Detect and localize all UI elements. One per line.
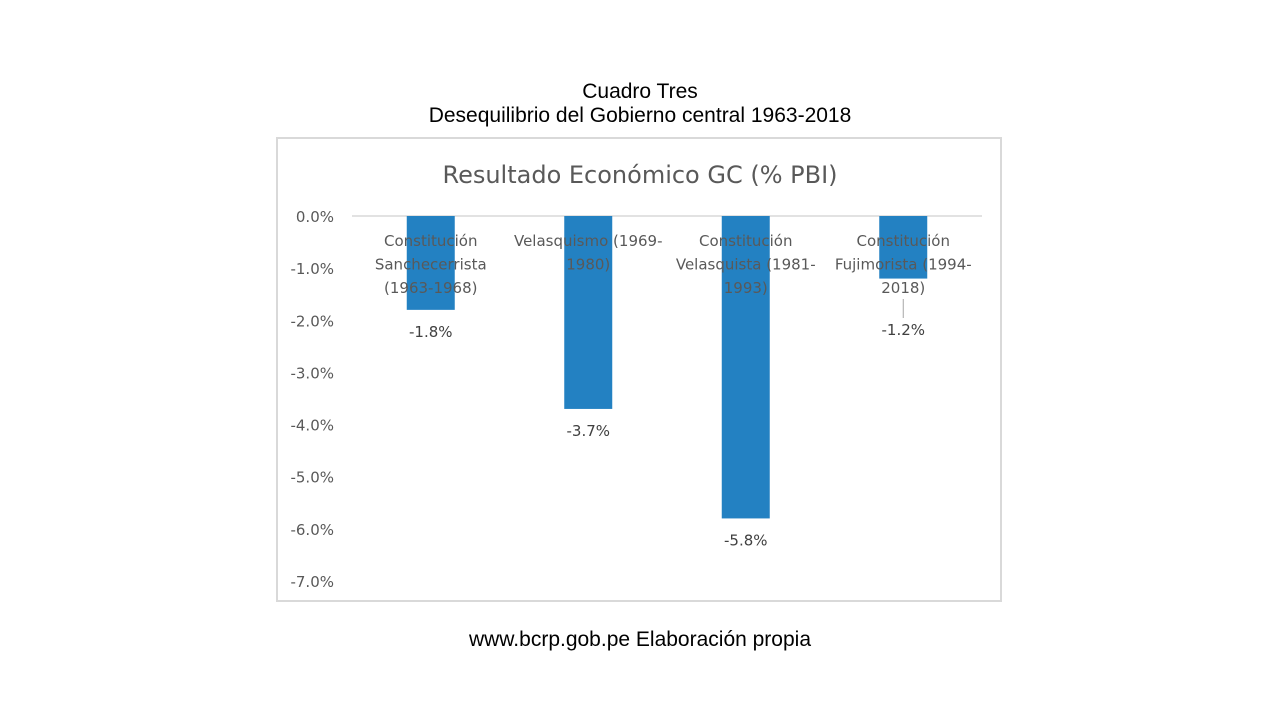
- chart-frame: Resultado Económico GC (% PBI) 0.0% -1.0%…: [276, 137, 1002, 602]
- y-tick-label: 0.0%: [296, 208, 334, 226]
- category-label-line: Velasquista (1981-: [676, 256, 816, 274]
- category-label: Constitución Velasquista (1981- 1993): [676, 232, 816, 297]
- category-label-line: 1980): [566, 256, 610, 274]
- category-labels: Constitución Sanchecerrista (1963-1968) Vel…: [375, 232, 972, 297]
- category-label-line: Constitución: [384, 232, 478, 250]
- category-label-line: 2018): [881, 279, 925, 297]
- bars: [406, 216, 928, 519]
- category-label-line: (1963-1968): [384, 279, 477, 297]
- value-label: -1.2%: [881, 321, 925, 339]
- y-tick-label: -7.0%: [290, 573, 334, 591]
- category-label-line: Sanchecerrista: [375, 256, 487, 274]
- bar: [721, 216, 770, 519]
- bar: [406, 216, 455, 310]
- category-label-line: Constitución: [856, 232, 950, 250]
- y-tick-label: -1.0%: [290, 260, 334, 278]
- footer-source: www.bcrp.gob.pe Elaboración propia: [468, 628, 812, 651]
- y-tick-label: -5.0%: [290, 469, 334, 487]
- y-tick-label: -2.0%: [290, 312, 334, 330]
- category-label-line: Fujimorista (1994-: [835, 256, 972, 274]
- bar: [564, 216, 613, 409]
- chart-title: Resultado Económico GC (% PBI): [442, 161, 837, 189]
- slide-title-line2: Desequilibrio del Gobierno central 1963-…: [428, 104, 852, 127]
- category-label-line: Velasquismo (1969-: [514, 232, 663, 250]
- value-labels: -1.8% -3.7% -5.8% -1.2%: [409, 299, 925, 549]
- bar: [879, 216, 928, 279]
- category-label: Velasquismo (1969- 1980): [514, 232, 663, 274]
- category-label-line: Constitución: [699, 232, 793, 250]
- y-tick-label: -4.0%: [290, 417, 334, 435]
- category-label-line: 1993): [724, 279, 768, 297]
- y-tick-label: -6.0%: [290, 521, 334, 539]
- slide-title: Cuadro Tres Desequilibrio del Gobierno c…: [0, 80, 1280, 128]
- category-label: Constitución Sanchecerrista (1963-1968): [375, 232, 487, 297]
- y-axis: 0.0% -1.0% -2.0% -3.0% -4.0% -5.0% -6.0% -7.0%: [290, 208, 982, 591]
- y-tick-label: -3.0%: [290, 364, 334, 382]
- value-label: -5.8%: [724, 531, 768, 549]
- bar-chart: Resultado Económico GC (% PBI) 0.0% -1.0%…: [290, 161, 982, 591]
- category-label: Constitución Fujimorista (1994- 2018): [835, 232, 972, 297]
- value-label: -3.7%: [566, 422, 610, 440]
- slide-title-line1: Cuadro Tres: [582, 80, 698, 103]
- value-label: -1.8%: [409, 323, 453, 341]
